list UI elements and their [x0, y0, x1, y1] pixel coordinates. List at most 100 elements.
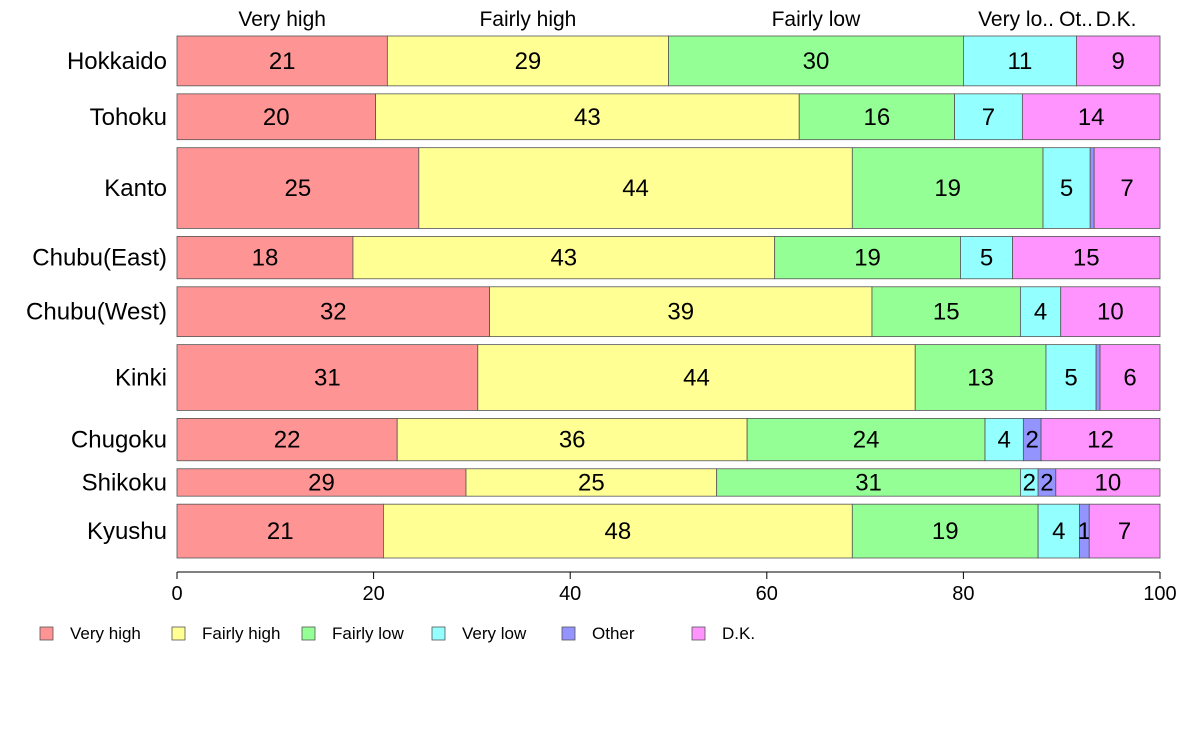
bar-segment-2-3 — [1042, 147, 1091, 229]
x-tick-label-3: 60 — [756, 583, 778, 605]
data-label-0-5: 9 — [1112, 48, 1125, 75]
bar-segment-3-2 — [774, 236, 961, 280]
data-label-1-0: 20 — [263, 104, 290, 131]
data-label-4-5: 10 — [1097, 299, 1124, 326]
data-label-7-1: 25 — [578, 469, 605, 496]
category-label-0: Hokkaido — [67, 48, 167, 75]
legend-label-5: D.K. — [722, 624, 755, 643]
bar-segment-2-2 — [851, 147, 1044, 229]
data-label-8-1: 48 — [605, 518, 632, 545]
top-label-1: Fairly high — [479, 8, 576, 31]
data-label-6-5: 12 — [1087, 427, 1114, 454]
data-label-5-1: 44 — [683, 365, 710, 392]
bar-segment-8-5 — [1088, 503, 1161, 559]
bar-segment-0-5 — [1076, 35, 1161, 87]
data-label-1-5: 14 — [1078, 104, 1105, 131]
bar-segment-0-0 — [176, 35, 388, 87]
bar-segment-4-5 — [1060, 286, 1161, 338]
data-label-2-0: 25 — [285, 175, 312, 202]
top-label-5: D.K. — [1096, 8, 1137, 31]
legend-label-2: Fairly low — [332, 624, 405, 643]
bar-segment-4-1 — [489, 286, 873, 338]
bar-segment-2-4 — [1089, 147, 1095, 229]
data-label-4-1: 39 — [667, 299, 694, 326]
data-label-7-0: 29 — [308, 469, 335, 496]
bar-segment-5-1 — [477, 344, 916, 411]
data-label-0-0: 21 — [269, 48, 296, 75]
bar-segment-4-2 — [871, 286, 1021, 338]
bar-segment-4-0 — [176, 286, 490, 338]
data-label-8-3: 4 — [1052, 518, 1065, 545]
data-label-8-2: 19 — [932, 518, 959, 545]
data-label-2-5: 7 — [1120, 175, 1133, 202]
legend-label-1: Fairly high — [202, 624, 280, 643]
top-label-4: Ot.. — [1059, 8, 1093, 31]
bar-segment-1-3 — [954, 93, 1023, 141]
data-label-4-3: 4 — [1034, 299, 1047, 326]
bar-segment-7-5 — [1055, 468, 1161, 497]
data-label-3-2: 19 — [854, 245, 881, 272]
bar-segment-5-3 — [1045, 344, 1097, 411]
data-label-6-4: 2 — [1026, 427, 1039, 454]
data-label-0-1: 29 — [515, 48, 542, 75]
data-label-2-1: 44 — [622, 175, 649, 202]
x-tick-label-5: 100 — [1143, 583, 1176, 605]
category-label-7: Shikoku — [82, 469, 167, 496]
data-label-6-1: 36 — [559, 427, 586, 454]
bar-segment-3-5 — [1012, 236, 1161, 280]
data-label-1-3: 7 — [982, 104, 995, 131]
legend-swatch-0 — [39, 626, 54, 641]
bar-segment-2-5 — [1093, 147, 1161, 229]
data-label-3-0: 18 — [252, 245, 279, 272]
data-label-7-3: 2 — [1023, 469, 1036, 496]
category-label-3: Chubu(East) — [32, 245, 167, 272]
data-label-5-5: 6 — [1123, 365, 1136, 392]
data-label-0-3: 11 — [1007, 48, 1032, 75]
top-label-2: Fairly low — [772, 8, 862, 31]
top-label-3: Very lo.. — [978, 8, 1054, 31]
data-label-0-2: 30 — [803, 48, 830, 75]
legend-swatch-2 — [301, 626, 316, 641]
bar-segment-0-2 — [668, 35, 964, 87]
bar-segment-1-1 — [375, 93, 800, 141]
data-label-5-3: 5 — [1064, 365, 1077, 392]
category-label-5: Kinki — [115, 365, 167, 392]
data-label-7-4: 2 — [1040, 469, 1053, 496]
bar-segment-3-1 — [352, 236, 776, 280]
bar-segment-5-5 — [1099, 344, 1161, 411]
data-label-3-1: 43 — [550, 245, 577, 272]
x-tick-label-4: 80 — [952, 583, 974, 605]
bar-segment-7-1 — [465, 468, 718, 497]
legend-swatch-4 — [561, 626, 576, 641]
data-label-1-1: 43 — [574, 104, 601, 131]
bar-segment-5-4 — [1095, 344, 1101, 411]
data-label-6-3: 4 — [998, 427, 1011, 454]
data-label-3-5: 15 — [1073, 245, 1100, 272]
category-label-8: Kyushu — [87, 518, 167, 545]
legend-label-4: Other — [592, 624, 635, 643]
bar-segment-2-1 — [418, 147, 853, 229]
legend-swatch-5 — [691, 626, 706, 641]
category-label-4: Chubu(West) — [26, 299, 167, 326]
data-label-7-5: 10 — [1095, 469, 1122, 496]
bar-segment-5-2 — [914, 344, 1047, 411]
x-tick-label-1: 20 — [362, 583, 384, 605]
bar-segment-7-2 — [716, 468, 1021, 497]
legend-swatch-3 — [431, 626, 446, 641]
bar-segment-0-3 — [963, 35, 1077, 87]
data-label-4-2: 15 — [933, 299, 960, 326]
data-label-5-0: 31 — [314, 365, 341, 392]
bar-segment-6-5 — [1040, 418, 1161, 462]
top-label-0: Very high — [238, 8, 326, 31]
data-label-2-2: 19 — [934, 175, 961, 202]
data-label-1-2: 16 — [864, 104, 891, 131]
category-label-2: Kanto — [104, 175, 167, 202]
data-label-6-0: 22 — [274, 427, 301, 454]
bar-segment-1-0 — [176, 93, 376, 141]
x-tick-label-0: 0 — [171, 583, 182, 605]
category-label-6: Chugoku — [71, 427, 167, 454]
data-label-6-2: 24 — [853, 427, 880, 454]
data-label-7-2: 31 — [855, 469, 882, 496]
